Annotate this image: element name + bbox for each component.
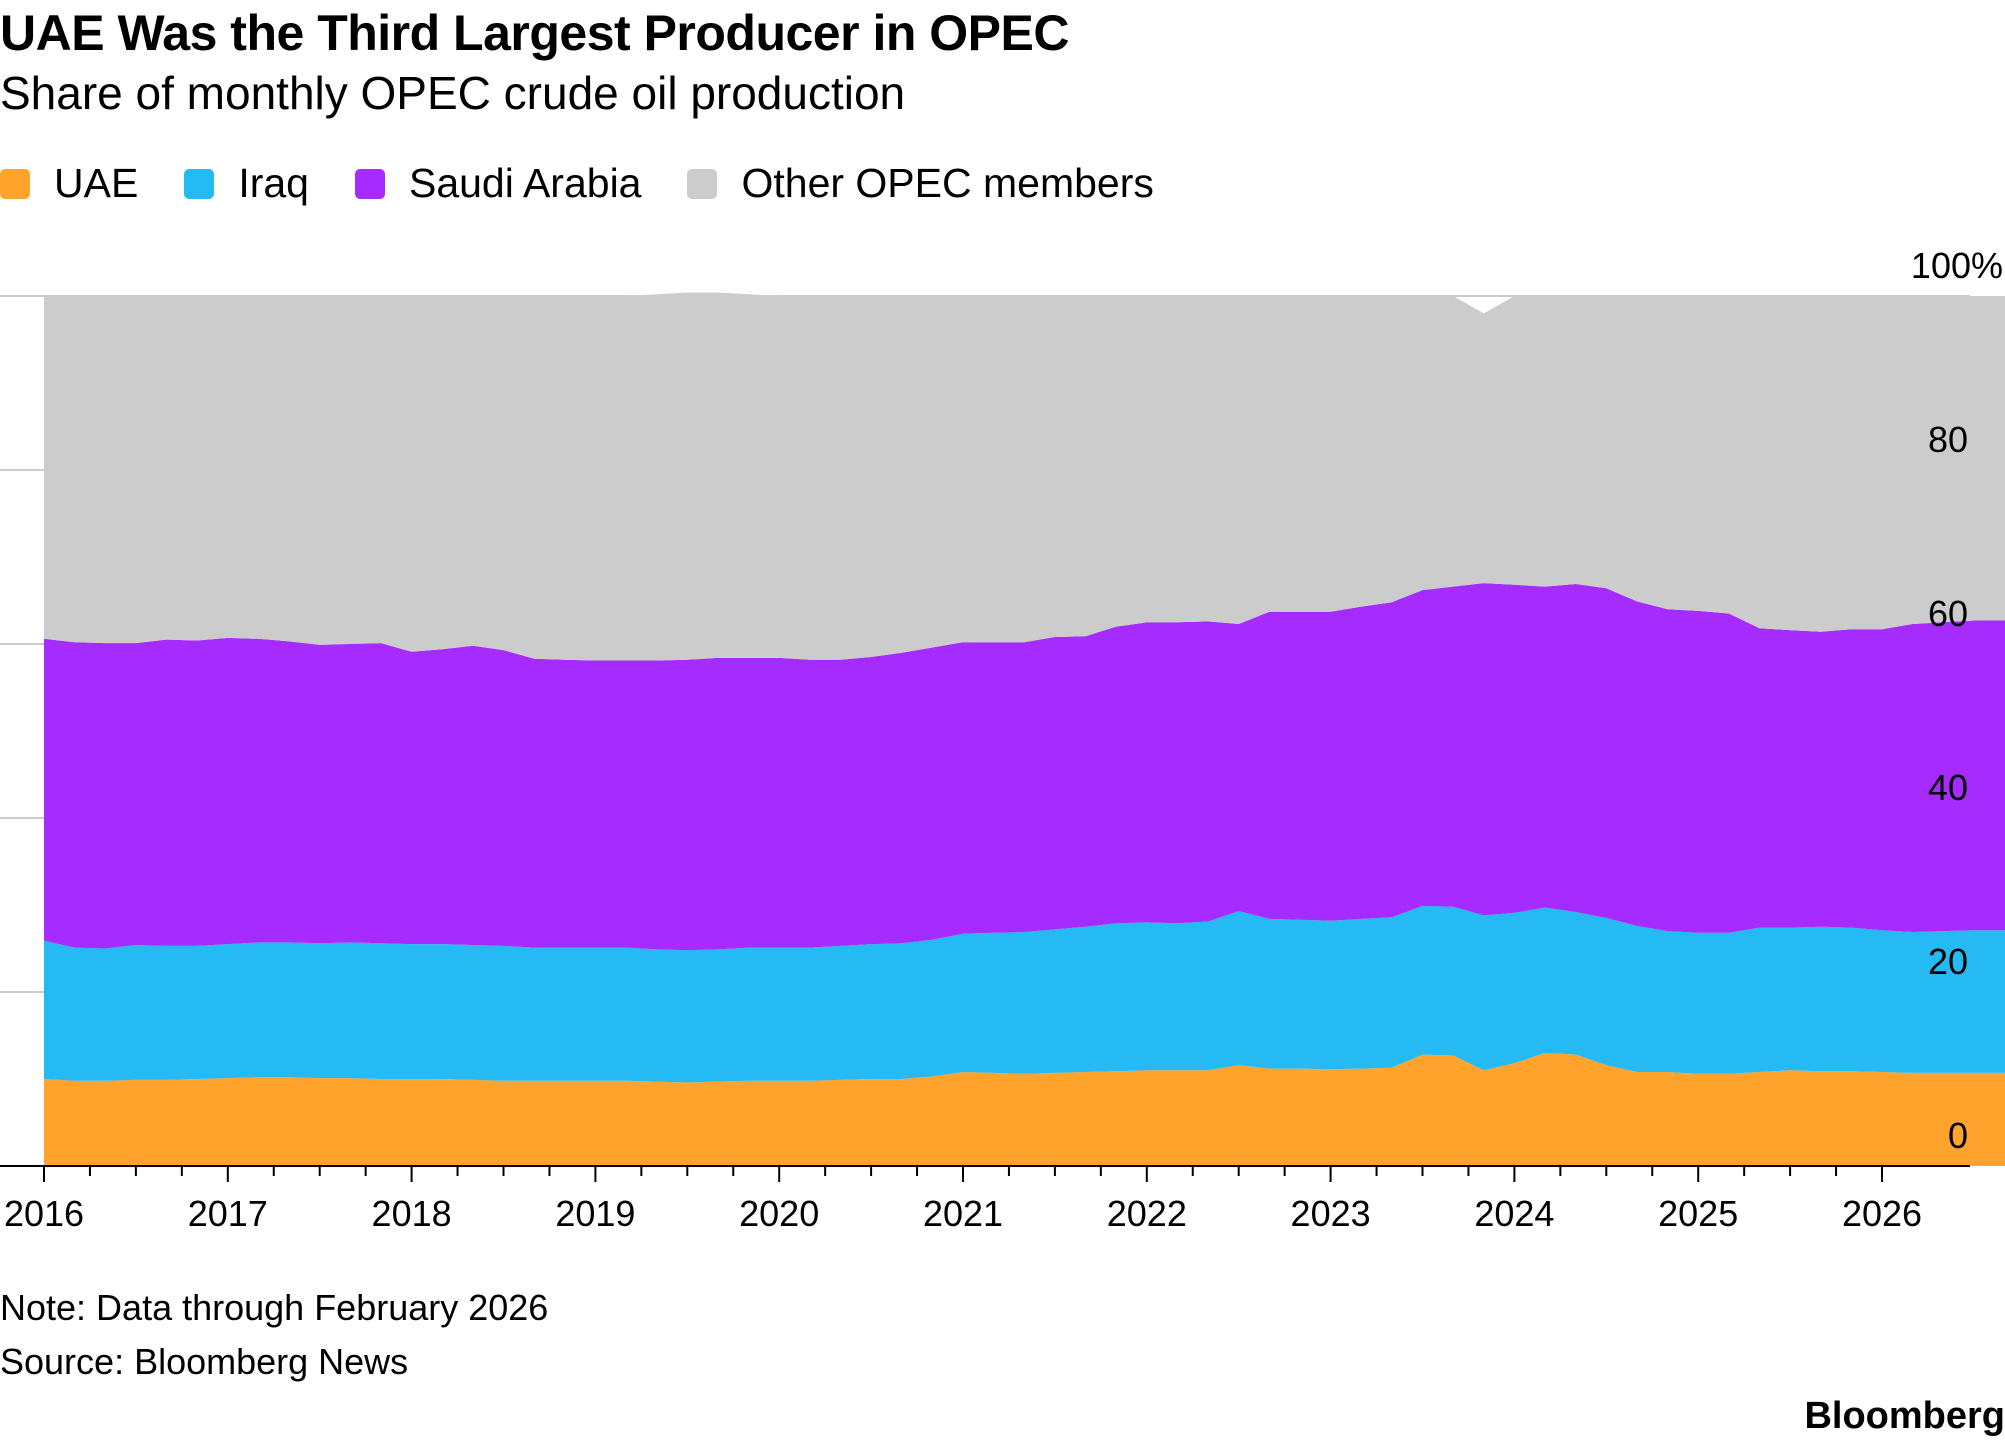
footnote: Note: Data through February 2026: [0, 1287, 549, 1328]
y-tick-label: 100%: [1911, 245, 2003, 286]
x-tick-label: 2016: [4, 1193, 84, 1234]
y-tick-label: 40: [1928, 767, 1968, 808]
x-tick-label: 2019: [555, 1193, 635, 1234]
chart-title: UAE Was the Third Largest Producer in OP…: [0, 5, 1070, 61]
legend-label-other-opec: Other OPEC members: [741, 160, 1154, 206]
legend-label-saudi-arabia: Saudi Arabia: [408, 160, 642, 206]
y-tick-label: 20: [1928, 941, 1968, 982]
legend-swatch-saudi-arabia: [354, 168, 385, 199]
legend-item-saudi-arabia: Saudi Arabia: [354, 160, 642, 207]
x-tick-label: 2025: [1658, 1193, 1738, 1234]
y-tick-label: 0: [1948, 1115, 1968, 1156]
area-chart: 2016 2017 2018 2019 2020 2021 2022 2023 2024 2025…: [0, 245, 2005, 1234]
x-tick-label: 2020: [739, 1193, 819, 1234]
x-tick-label: 2021: [923, 1193, 1003, 1234]
legend-item-iraq: Iraq: [184, 160, 309, 207]
legend-item-uae: UAE: [0, 160, 138, 207]
legend: UAE Iraq Saudi Arabia Other OPEC members: [0, 160, 1200, 207]
legend-swatch-other-opec: [687, 168, 718, 199]
legend-label-uae: UAE: [54, 160, 139, 206]
legend-item-other-opec: Other OPEC members: [687, 160, 1154, 207]
x-tick-label: 2023: [1291, 1193, 1371, 1234]
chart-subtitle: Share of monthly OPEC crude oil producti…: [0, 67, 906, 119]
legend-swatch-iraq: [184, 168, 215, 199]
area-iraq: [44, 905, 2005, 1083]
x-tick-label: 2022: [1107, 1193, 1187, 1234]
legend-label-iraq: Iraq: [238, 160, 309, 206]
x-tick-label: 2024: [1474, 1193, 1554, 1234]
area-saudi-arabia: [44, 583, 2005, 951]
area-uae: [44, 1052, 2005, 1166]
source-note: Source: Bloomberg News: [0, 1341, 409, 1382]
y-tick-label: 60: [1928, 593, 1968, 634]
x-tick-label: 2017: [188, 1193, 268, 1234]
bloomberg-logo: Bloomberg: [1804, 1395, 2005, 1437]
legend-swatch-uae: [0, 168, 30, 199]
x-tick-label: 2026: [1842, 1193, 1922, 1234]
y-tick-label: 80: [1928, 419, 1968, 460]
x-tick-label: 2018: [372, 1193, 452, 1234]
area-other-opec-members: [44, 292, 2005, 661]
